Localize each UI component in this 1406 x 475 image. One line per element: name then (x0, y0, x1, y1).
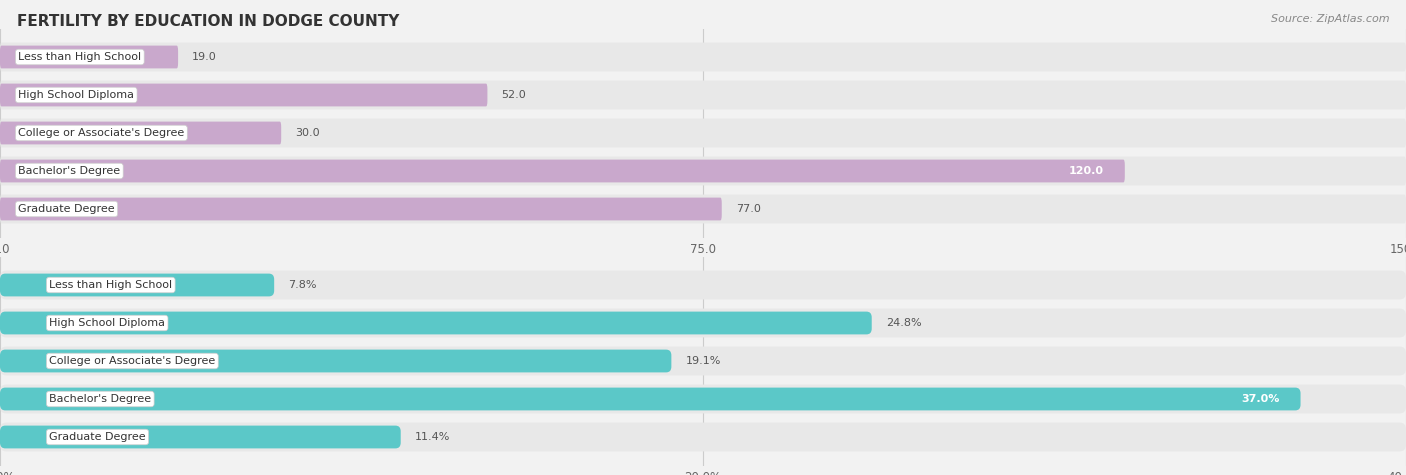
FancyBboxPatch shape (0, 46, 179, 68)
FancyBboxPatch shape (0, 347, 1406, 375)
Text: Graduate Degree: Graduate Degree (49, 432, 146, 442)
Text: 30.0: 30.0 (295, 128, 321, 138)
Text: Bachelor's Degree: Bachelor's Degree (49, 394, 152, 404)
FancyBboxPatch shape (0, 122, 281, 144)
FancyBboxPatch shape (0, 160, 1125, 182)
Text: 7.8%: 7.8% (288, 280, 316, 290)
Text: 11.4%: 11.4% (415, 432, 450, 442)
Text: Source: ZipAtlas.com: Source: ZipAtlas.com (1271, 14, 1389, 24)
FancyBboxPatch shape (0, 309, 1406, 337)
Text: 77.0: 77.0 (735, 204, 761, 214)
Text: FERTILITY BY EDUCATION IN DODGE COUNTY: FERTILITY BY EDUCATION IN DODGE COUNTY (17, 14, 399, 29)
FancyBboxPatch shape (0, 274, 274, 296)
Text: 19.0: 19.0 (193, 52, 217, 62)
Text: Less than High School: Less than High School (18, 52, 142, 62)
FancyBboxPatch shape (0, 423, 1406, 451)
FancyBboxPatch shape (0, 271, 1406, 299)
Text: College or Associate's Degree: College or Associate's Degree (18, 128, 184, 138)
Text: 120.0: 120.0 (1069, 166, 1104, 176)
Text: High School Diploma: High School Diploma (18, 90, 135, 100)
Text: 52.0: 52.0 (502, 90, 526, 100)
FancyBboxPatch shape (0, 350, 672, 372)
FancyBboxPatch shape (0, 119, 1406, 147)
Text: Bachelor's Degree: Bachelor's Degree (18, 166, 121, 176)
Text: College or Associate's Degree: College or Associate's Degree (49, 356, 215, 366)
Text: 37.0%: 37.0% (1241, 394, 1279, 404)
Text: Graduate Degree: Graduate Degree (18, 204, 115, 214)
Text: Less than High School: Less than High School (49, 280, 173, 290)
FancyBboxPatch shape (0, 426, 401, 448)
FancyBboxPatch shape (0, 312, 872, 334)
FancyBboxPatch shape (0, 84, 488, 106)
Text: High School Diploma: High School Diploma (49, 318, 166, 328)
FancyBboxPatch shape (0, 385, 1406, 413)
FancyBboxPatch shape (0, 157, 1406, 185)
Text: 24.8%: 24.8% (886, 318, 921, 328)
FancyBboxPatch shape (0, 81, 1406, 109)
FancyBboxPatch shape (0, 195, 1406, 223)
FancyBboxPatch shape (0, 388, 1301, 410)
Text: 19.1%: 19.1% (686, 356, 721, 366)
FancyBboxPatch shape (0, 43, 1406, 71)
FancyBboxPatch shape (0, 198, 721, 220)
